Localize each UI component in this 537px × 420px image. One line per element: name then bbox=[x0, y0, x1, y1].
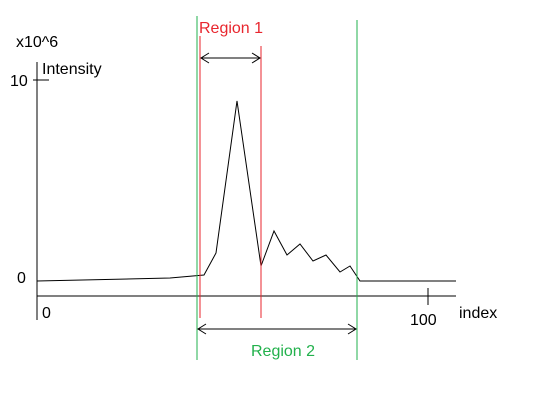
x-tick-end-label: 100 bbox=[410, 312, 437, 329]
region1-label: Region 1 bbox=[199, 20, 263, 37]
region2-label: Region 2 bbox=[251, 343, 315, 360]
region1-arrowhead-left bbox=[200, 52, 210, 64]
y-axis-label: Intensity bbox=[42, 61, 102, 78]
intensity-curve bbox=[36, 100, 456, 282]
y-tick-top-label: 10 bbox=[10, 73, 28, 90]
region2-arrowhead-right bbox=[347, 323, 357, 335]
x-tick-zero-label: 0 bbox=[42, 305, 51, 322]
y-unit-label: x10^6 bbox=[16, 34, 58, 51]
x-axis-label: index bbox=[459, 305, 497, 322]
y-tick-zero-label: 0 bbox=[17, 270, 26, 287]
region2-arrowhead-left bbox=[197, 323, 207, 335]
region1-arrowhead-right bbox=[251, 52, 261, 64]
